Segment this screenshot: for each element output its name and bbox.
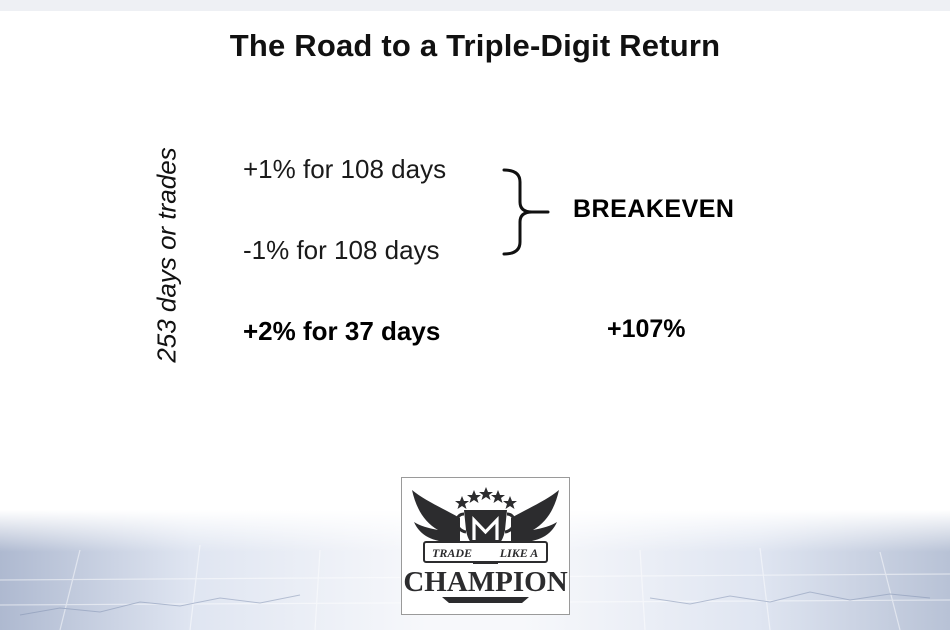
slide-title: The Road to a Triple-Digit Return — [229, 28, 721, 63]
top-bar — [0, 0, 950, 11]
left-wing-icon — [412, 490, 460, 550]
breakeven-label: BREAKEVEN — [573, 195, 735, 223]
curly-brace-icon — [502, 168, 550, 256]
logo-text-line2: LIKE A — [499, 546, 539, 560]
logo-text-line3: CHAMPION — [403, 566, 567, 598]
rule-negative-1pct: -1% for 108 days — [243, 235, 440, 265]
result-label: +107% — [607, 315, 686, 343]
right-wing-icon — [511, 490, 559, 550]
stars-icon — [455, 487, 517, 509]
rule-positive-2pct: +2% for 37 days — [243, 316, 441, 346]
logo-text-line1: TRADE — [432, 546, 472, 560]
side-label: 253 days or trades — [151, 147, 182, 363]
logo-banner — [423, 541, 548, 563]
trade-like-a-champion-logo: TRADE LIKE A CHAMPION — [401, 477, 570, 615]
rule-positive-1pct: +1% for 108 days — [243, 154, 447, 184]
logo-ribbon — [442, 597, 529, 603]
